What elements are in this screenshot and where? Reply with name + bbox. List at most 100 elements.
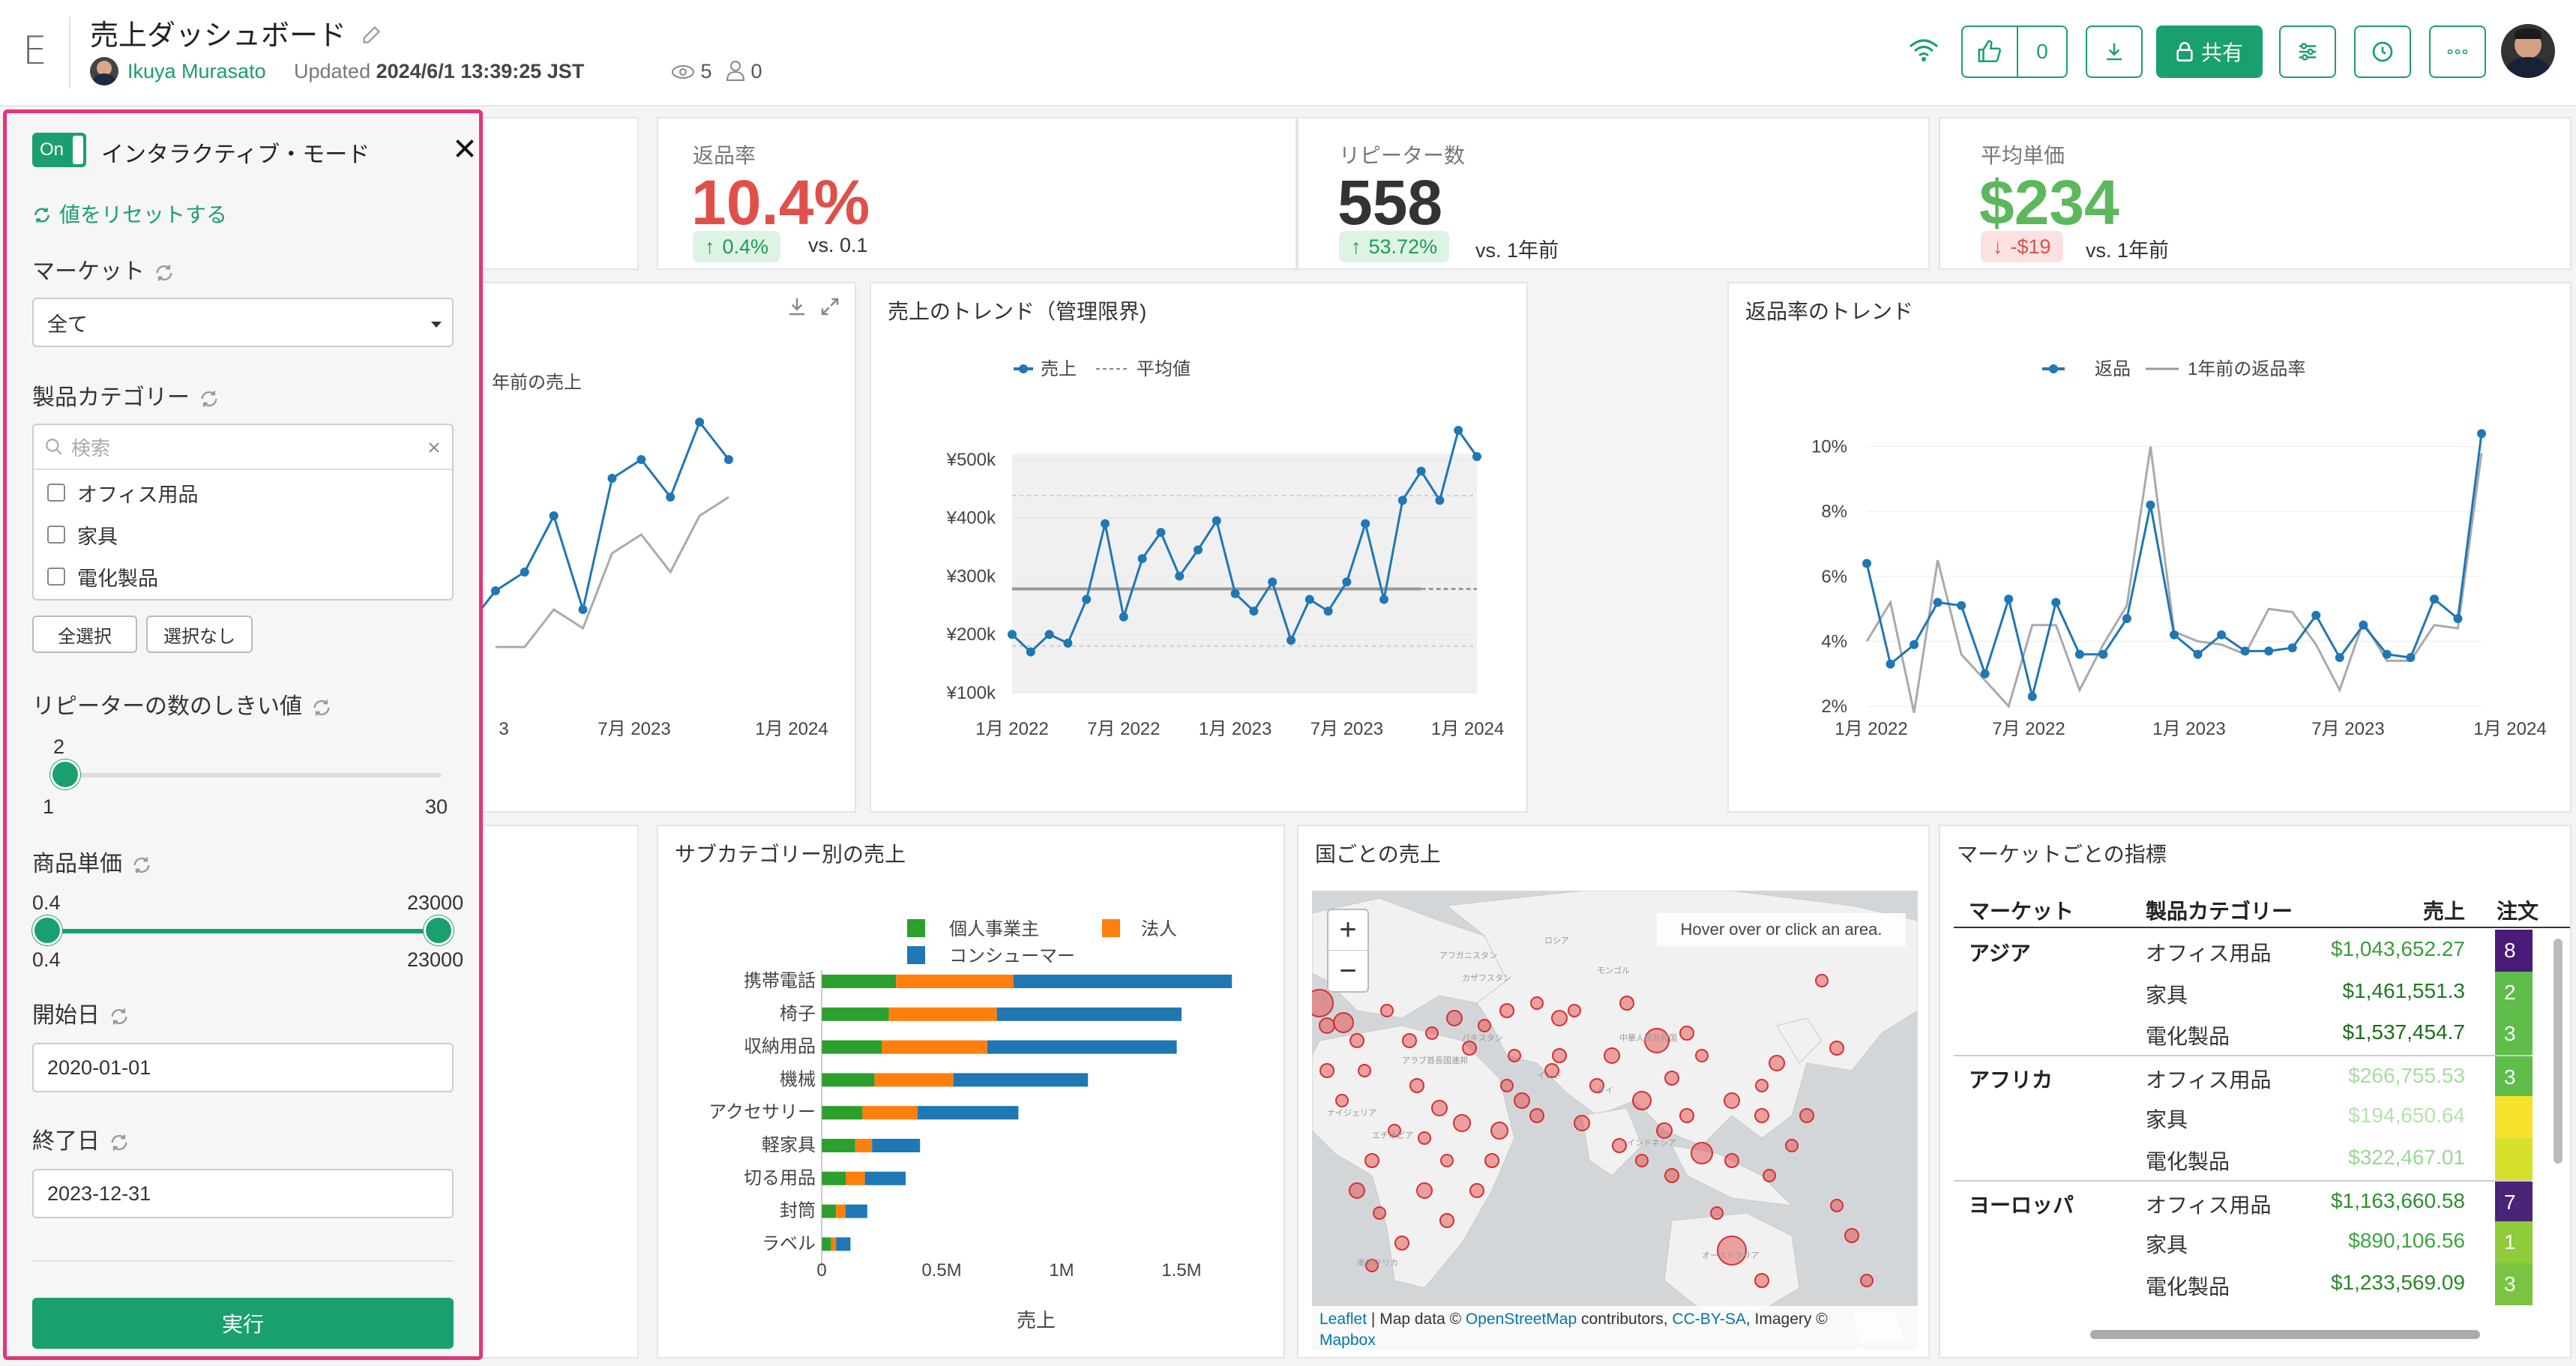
cell-category: オフィス用品 xyxy=(2146,1193,2272,1217)
author-link[interactable]: Ikuya Murasato xyxy=(127,60,266,82)
data-point xyxy=(2287,643,2297,653)
kpi-delta-badge: ↓ -$19 xyxy=(1981,231,2063,262)
x-tick-label: 1月 2024 xyxy=(755,719,828,739)
map-marker xyxy=(1710,1206,1724,1220)
edit-icon[interactable] xyxy=(360,21,385,46)
select-all-button[interactable]: 全選択 xyxy=(32,616,137,653)
world-map[interactable]: アフガニスタン カザフスタン ロシア モンゴル 中華人民共和国 インド パキスタ… xyxy=(1312,891,1918,1350)
map-label: カザフスタン xyxy=(1462,973,1511,983)
checkbox[interactable] xyxy=(47,568,65,586)
data-point xyxy=(1454,426,1463,435)
refresh-icon[interactable] xyxy=(311,697,332,718)
expand-icon[interactable] xyxy=(819,295,841,318)
map-marker xyxy=(1440,1154,1454,1167)
zoom-in-button[interactable]: + xyxy=(1328,910,1367,951)
map-canvas[interactable]: アフガニスタン カザフスタン ロシア モンゴル 中華人民共和国 インド パキスタ… xyxy=(1312,891,1918,1350)
legend-label: 売上 xyxy=(1041,359,1077,379)
leaflet-link[interactable]: Leaflet xyxy=(1319,1311,1367,1328)
category-search-box[interactable]: 検索 xyxy=(34,425,452,470)
map-label: アラブ首長国連邦 xyxy=(1402,1055,1468,1065)
map-marker xyxy=(1695,1049,1709,1062)
clock-icon xyxy=(2372,41,2393,62)
map-marker xyxy=(1635,1154,1649,1167)
market-select[interactable]: 全て xyxy=(32,298,454,347)
end-date-input[interactable]: 2023-12-31 xyxy=(32,1169,454,1218)
map-marker xyxy=(1312,989,1334,1017)
download-icon[interactable] xyxy=(786,295,808,318)
run-button[interactable]: 実行 xyxy=(32,1298,454,1349)
col-header-sales[interactable]: 売上 xyxy=(2423,900,2466,923)
refresh-icon[interactable] xyxy=(154,262,175,283)
clear-icon[interactable] xyxy=(427,440,442,455)
price-slider-track[interactable] xyxy=(47,929,440,933)
price-slider-high-handle[interactable] xyxy=(424,915,454,945)
user-avatar[interactable] xyxy=(2501,24,2555,78)
vertical-scrollbar[interactable] xyxy=(2554,939,2563,1164)
map-marker xyxy=(1829,1041,1844,1056)
category-label: 機械 xyxy=(780,1069,816,1089)
category-option-furniture[interactable]: 家具 xyxy=(34,514,452,556)
map-marker xyxy=(1574,1115,1590,1131)
zoom-out-button[interactable]: − xyxy=(1339,954,1357,987)
col-header-market[interactable]: マーケット xyxy=(1969,900,2074,923)
price-slider-low-handle[interactable] xyxy=(32,915,62,945)
legend-label: コンシューマー xyxy=(949,946,1075,966)
checkbox[interactable] xyxy=(47,526,65,544)
interactive-mode-toggle[interactable]: On xyxy=(32,133,86,167)
schedule-button[interactable] xyxy=(2354,25,2411,78)
mapbox-link[interactable]: Mapbox xyxy=(1319,1332,1376,1349)
like-button[interactable] xyxy=(1961,25,2018,78)
settings-button[interactable] xyxy=(2279,25,2336,78)
data-point xyxy=(1361,519,1370,529)
col-header-orders[interactable]: 注文 xyxy=(2497,900,2539,923)
caret-down-icon xyxy=(431,322,442,328)
start-date-input[interactable]: 2020-01-01 xyxy=(32,1043,454,1092)
horizontal-scrollbar[interactable] xyxy=(2090,1330,2480,1339)
lock-icon xyxy=(2176,42,2193,61)
like-count[interactable]: 0 xyxy=(2017,25,2068,78)
author-avatar[interactable] xyxy=(90,57,118,85)
more-button[interactable] xyxy=(2429,25,2486,78)
x-tick-label: 1月 2023 xyxy=(1199,719,1272,739)
refresh-icon[interactable] xyxy=(131,855,152,876)
category-option-office[interactable]: オフィス用品 xyxy=(34,472,452,514)
metrics-table: マーケット 製品カテゴリー 売上 注文 アジア オフィス用品 $1,043,652.… xyxy=(1954,886,2570,1336)
reset-values-link[interactable]: 値をリセットする xyxy=(32,199,227,229)
x-tick-label: 1月 2024 xyxy=(2473,719,2546,739)
category-option-electronics[interactable]: 電化製品 xyxy=(34,556,452,598)
osm-link[interactable]: OpenStreetMap xyxy=(1465,1311,1577,1328)
series-line xyxy=(466,419,730,629)
table-row: 家具 $194,650.64 xyxy=(1954,1096,2533,1139)
data-point xyxy=(1063,638,1073,648)
data-point xyxy=(1249,607,1259,616)
map-marker xyxy=(1416,1182,1433,1199)
app-logo[interactable]: E xyxy=(22,28,47,73)
map-marker xyxy=(1612,1138,1627,1153)
table-row: アフリカ オフィス用品 $266,755.53 3 xyxy=(1954,1054,2533,1098)
data-point xyxy=(1101,519,1110,529)
category-label: ラベル xyxy=(762,1233,816,1254)
data-point xyxy=(549,511,559,520)
repeat-slider-handle[interactable] xyxy=(50,759,81,789)
y-tick-label: ¥200k xyxy=(946,625,996,645)
updated-text: Updated 2024/6/1 13:39:25 JST xyxy=(294,60,585,82)
checkbox[interactable] xyxy=(47,484,65,502)
map-marker xyxy=(1364,1153,1379,1168)
close-icon[interactable] xyxy=(454,137,476,160)
bar-segment xyxy=(836,1204,846,1218)
arrow-up-icon: ↑ xyxy=(1351,235,1361,258)
repeat-slider-track[interactable] xyxy=(52,773,442,777)
share-button[interactable]: 共有 xyxy=(2156,25,2263,78)
download-button[interactable] xyxy=(2086,25,2143,78)
col-header-category[interactable]: 製品カテゴリー xyxy=(2146,900,2293,923)
data-point xyxy=(2429,595,2439,604)
cc-link[interactable]: CC-BY-SA xyxy=(1672,1311,1746,1328)
select-none-button[interactable]: 選択なし xyxy=(146,616,253,653)
refresh-icon[interactable] xyxy=(199,388,220,409)
legend-label: 平均値 xyxy=(1137,359,1191,379)
refresh-icon[interactable] xyxy=(109,1006,130,1027)
kpi-compare: vs. 1年前 xyxy=(1475,239,1559,262)
legend-label: 法人 xyxy=(1141,919,1177,939)
refresh-icon[interactable] xyxy=(109,1132,130,1153)
map-label: アフガニスタン xyxy=(1439,951,1497,960)
